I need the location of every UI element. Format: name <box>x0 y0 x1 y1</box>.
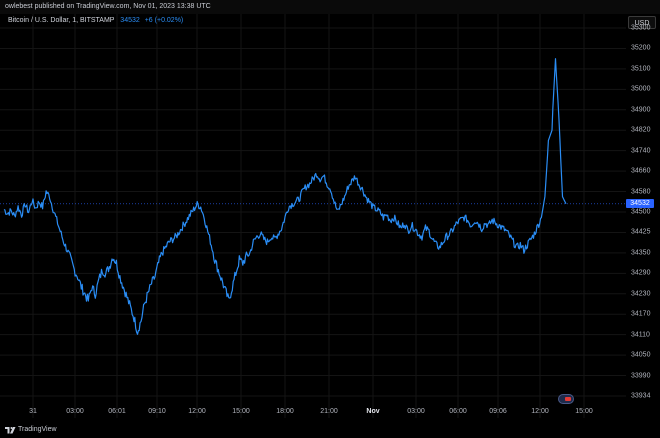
x-tick-label: Nov <box>366 408 380 415</box>
x-tick-label: 31 <box>29 408 37 415</box>
footer-brand: TradingView <box>18 426 57 433</box>
y-tick-label: 35300 <box>631 24 651 32</box>
y-tick-label: 34660 <box>631 167 651 175</box>
x-tick-label: 21:00 <box>320 408 338 415</box>
y-tick-label: 34230 <box>631 290 651 298</box>
y-tick-label: 35100 <box>631 65 651 73</box>
x-tick-label: 09:10 <box>148 408 166 415</box>
symbol-name: Bitcoin / U.S. Dollar, 1, BITSTAMP <box>8 17 115 24</box>
y-tick-label: 34820 <box>631 126 651 134</box>
y-tick-label: 34350 <box>631 249 651 257</box>
y-tick-label: 34425 <box>631 228 651 236</box>
y-tick-label: 34580 <box>631 188 651 196</box>
series-line-btcusd[interactable] <box>3 58 567 335</box>
y-tick-label: 34170 <box>631 310 651 318</box>
publish-bar: owlebest published on TradingView.com, N… <box>0 0 660 14</box>
x-tick-label: 06:00 <box>449 408 467 415</box>
x-tick-label: 12:00 <box>188 408 206 415</box>
symbol-legend: Bitcoin / U.S. Dollar, 1, BITSTAMP 34532… <box>8 17 183 24</box>
y-tick-label: 35200 <box>631 44 651 52</box>
symbol-change: +6 (+0.02%) <box>144 17 184 24</box>
x-tick-label: 09:06 <box>489 408 507 415</box>
x-tick-label: 15:00 <box>232 408 250 415</box>
x-tick-label: 03:00 <box>66 408 84 415</box>
footer: TradingView <box>0 422 660 438</box>
y-tick-label: 34110 <box>631 331 650 339</box>
current-price-tag: 34532 <box>626 199 654 209</box>
y-tick-label: 34900 <box>631 106 651 114</box>
time-axis[interactable]: 31 03:00 06:01 09:10 12:00 15:00 18:00 21:00 Nov… <box>0 404 626 420</box>
y-tick-label: 34050 <box>631 351 651 359</box>
y-tick-label: 34740 <box>631 147 651 155</box>
y-tick-label: 34290 <box>631 269 651 277</box>
x-tick-label: 03:00 <box>407 408 425 415</box>
price-chart[interactable] <box>0 14 626 418</box>
symbol-last-price: 34532 <box>120 17 140 24</box>
currency-button[interactable]: USD <box>628 16 656 29</box>
y-tick-label: 35000 <box>631 85 651 93</box>
x-tick-label: 12:00 <box>531 408 549 415</box>
x-tick-label: 18:00 <box>276 408 294 415</box>
us-flag-icon[interactable] <box>558 394 574 404</box>
chart-area[interactable] <box>0 14 626 418</box>
price-axis[interactable]: 35300 35200 35100 35000 34900 34820 34740 34660… <box>626 14 660 418</box>
y-tick-label: 34500 <box>631 208 651 216</box>
publish-text: owlebest published on TradingView.com, N… <box>5 3 211 10</box>
x-tick-label: 06:01 <box>108 408 126 415</box>
tradingview-logo-icon <box>5 427 16 434</box>
x-tick-label: 15:00 <box>575 408 593 415</box>
y-tick-label: 33934 <box>631 392 651 400</box>
y-tick-label: 33990 <box>631 372 651 380</box>
